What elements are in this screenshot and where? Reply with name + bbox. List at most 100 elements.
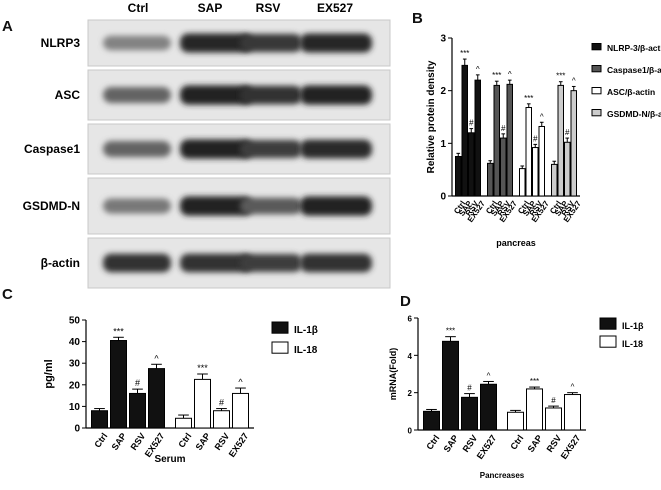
- significance-mark: #: [219, 398, 224, 408]
- x-tick-label: SAP: [526, 433, 545, 454]
- bar: [519, 168, 526, 197]
- bar: [232, 392, 249, 429]
- y-tick-label: 20: [69, 380, 81, 391]
- bar: [175, 417, 192, 429]
- significance-mark: #: [135, 378, 140, 388]
- legend-label: IL-1β: [622, 321, 644, 331]
- legend-swatch: [271, 341, 289, 354]
- bar: [148, 368, 165, 429]
- bar: [468, 132, 475, 197]
- bar: [110, 340, 127, 429]
- significance-mark: #: [501, 124, 506, 133]
- x-tick-label: Ctrl: [508, 433, 525, 451]
- y-tick-label: 0: [440, 192, 446, 203]
- legend-swatch: [591, 87, 602, 95]
- y-tick-label: 3: [440, 34, 446, 45]
- bar: [526, 388, 543, 431]
- lane-label: Ctrl: [128, 1, 149, 15]
- blot-band: [180, 33, 252, 53]
- bar: [507, 411, 524, 431]
- bar: [538, 125, 545, 197]
- x-tick-label: SAP: [110, 431, 129, 452]
- y-axis-label: Relative protein density: [426, 60, 437, 173]
- bar: [461, 396, 478, 431]
- x-tick-label: Ctrl: [176, 431, 193, 449]
- significance-mark: ***: [197, 363, 208, 373]
- significance-mark: ^: [487, 371, 491, 380]
- x-tick-label: EX527: [227, 431, 251, 459]
- x-axis-label: pancreas: [496, 238, 536, 248]
- significance-mark: ^: [154, 353, 159, 363]
- western-blot-panel: Ctrl SAP RSV EX527 NLRP3 ASC Caspase1 GSDMD-N β-…: [23, 1, 391, 289]
- significance-mark: ***: [556, 72, 565, 81]
- bar: [506, 83, 513, 197]
- significance-mark: ***: [460, 49, 469, 58]
- significance-mark: ^: [476, 65, 480, 74]
- significance-mark: #: [467, 384, 472, 393]
- y-axis-label: pg/ml: [43, 359, 55, 388]
- x-tick-label: Ctrl: [92, 431, 109, 449]
- significance-mark: ^: [571, 383, 575, 392]
- significance-mark: ^: [540, 112, 544, 121]
- blot-band: [103, 87, 171, 103]
- blot-band: [240, 254, 302, 272]
- significance-mark: ***: [530, 377, 539, 386]
- significance-mark: ***: [524, 94, 533, 103]
- blot-band: [240, 33, 302, 53]
- legend-swatch: [599, 317, 617, 330]
- legend-label: IL-1β: [294, 325, 318, 336]
- bar: [461, 64, 468, 197]
- bar: [564, 141, 571, 197]
- y-tick-label: 50: [69, 316, 81, 327]
- blot-band: [300, 253, 372, 273]
- bar: [194, 378, 211, 429]
- y-tick-label: 6: [408, 315, 413, 324]
- x-axis-label: Serum: [154, 454, 185, 465]
- panel-letter-a: A: [2, 18, 13, 35]
- bar: [570, 90, 577, 197]
- chart-c: 01020304050pg/mlSerumCtrl***SAP#RSV^EX52…: [43, 316, 318, 466]
- legend-swatch: [599, 335, 617, 348]
- blot-band: [300, 196, 372, 216]
- blot-band: [240, 197, 302, 215]
- bar: [487, 162, 494, 197]
- y-axis-label: mRNA(Fold): [388, 348, 398, 401]
- bar: [500, 137, 507, 197]
- y-tick-label: 10: [69, 402, 81, 413]
- legend-swatch: [591, 65, 602, 73]
- legend-swatch: [591, 109, 602, 117]
- blot-band: [180, 139, 252, 159]
- blot-band: [103, 253, 171, 273]
- legend-label: IL-18: [622, 339, 643, 349]
- legend-label: ASC/β-actin: [607, 87, 655, 97]
- protein-label: GSDMD-N: [23, 199, 80, 213]
- lane-label: EX527: [317, 1, 353, 15]
- legend-label: IL-18: [294, 345, 318, 356]
- legend-swatch: [591, 43, 602, 51]
- chart-d: 0246mRNA(Fold)PancreasesCtrl***SAP#RSV^E…: [388, 315, 644, 481]
- x-tick-label: Ctrl: [424, 433, 441, 451]
- blot-band: [180, 85, 252, 105]
- blot-band: [240, 140, 302, 158]
- bar: [213, 410, 230, 429]
- lane-label: SAP: [198, 1, 223, 15]
- bar: [551, 163, 558, 197]
- significance-mark: ^: [508, 70, 512, 79]
- bar: [564, 394, 581, 431]
- panel-letter-c: C: [2, 286, 13, 303]
- significance-mark: ***: [446, 327, 455, 336]
- bar: [493, 84, 500, 197]
- protein-label: NLRP3: [41, 36, 81, 50]
- bar: [474, 79, 481, 197]
- significance-mark: ***: [113, 326, 124, 336]
- blot-band: [103, 35, 171, 51]
- x-tick-label: EX527: [559, 433, 583, 461]
- blot-band: [103, 141, 171, 157]
- y-tick-label: 4: [408, 352, 413, 361]
- protein-label: ASC: [55, 88, 81, 102]
- bar: [480, 383, 497, 431]
- y-tick-label: 30: [69, 359, 81, 370]
- bar: [532, 147, 539, 197]
